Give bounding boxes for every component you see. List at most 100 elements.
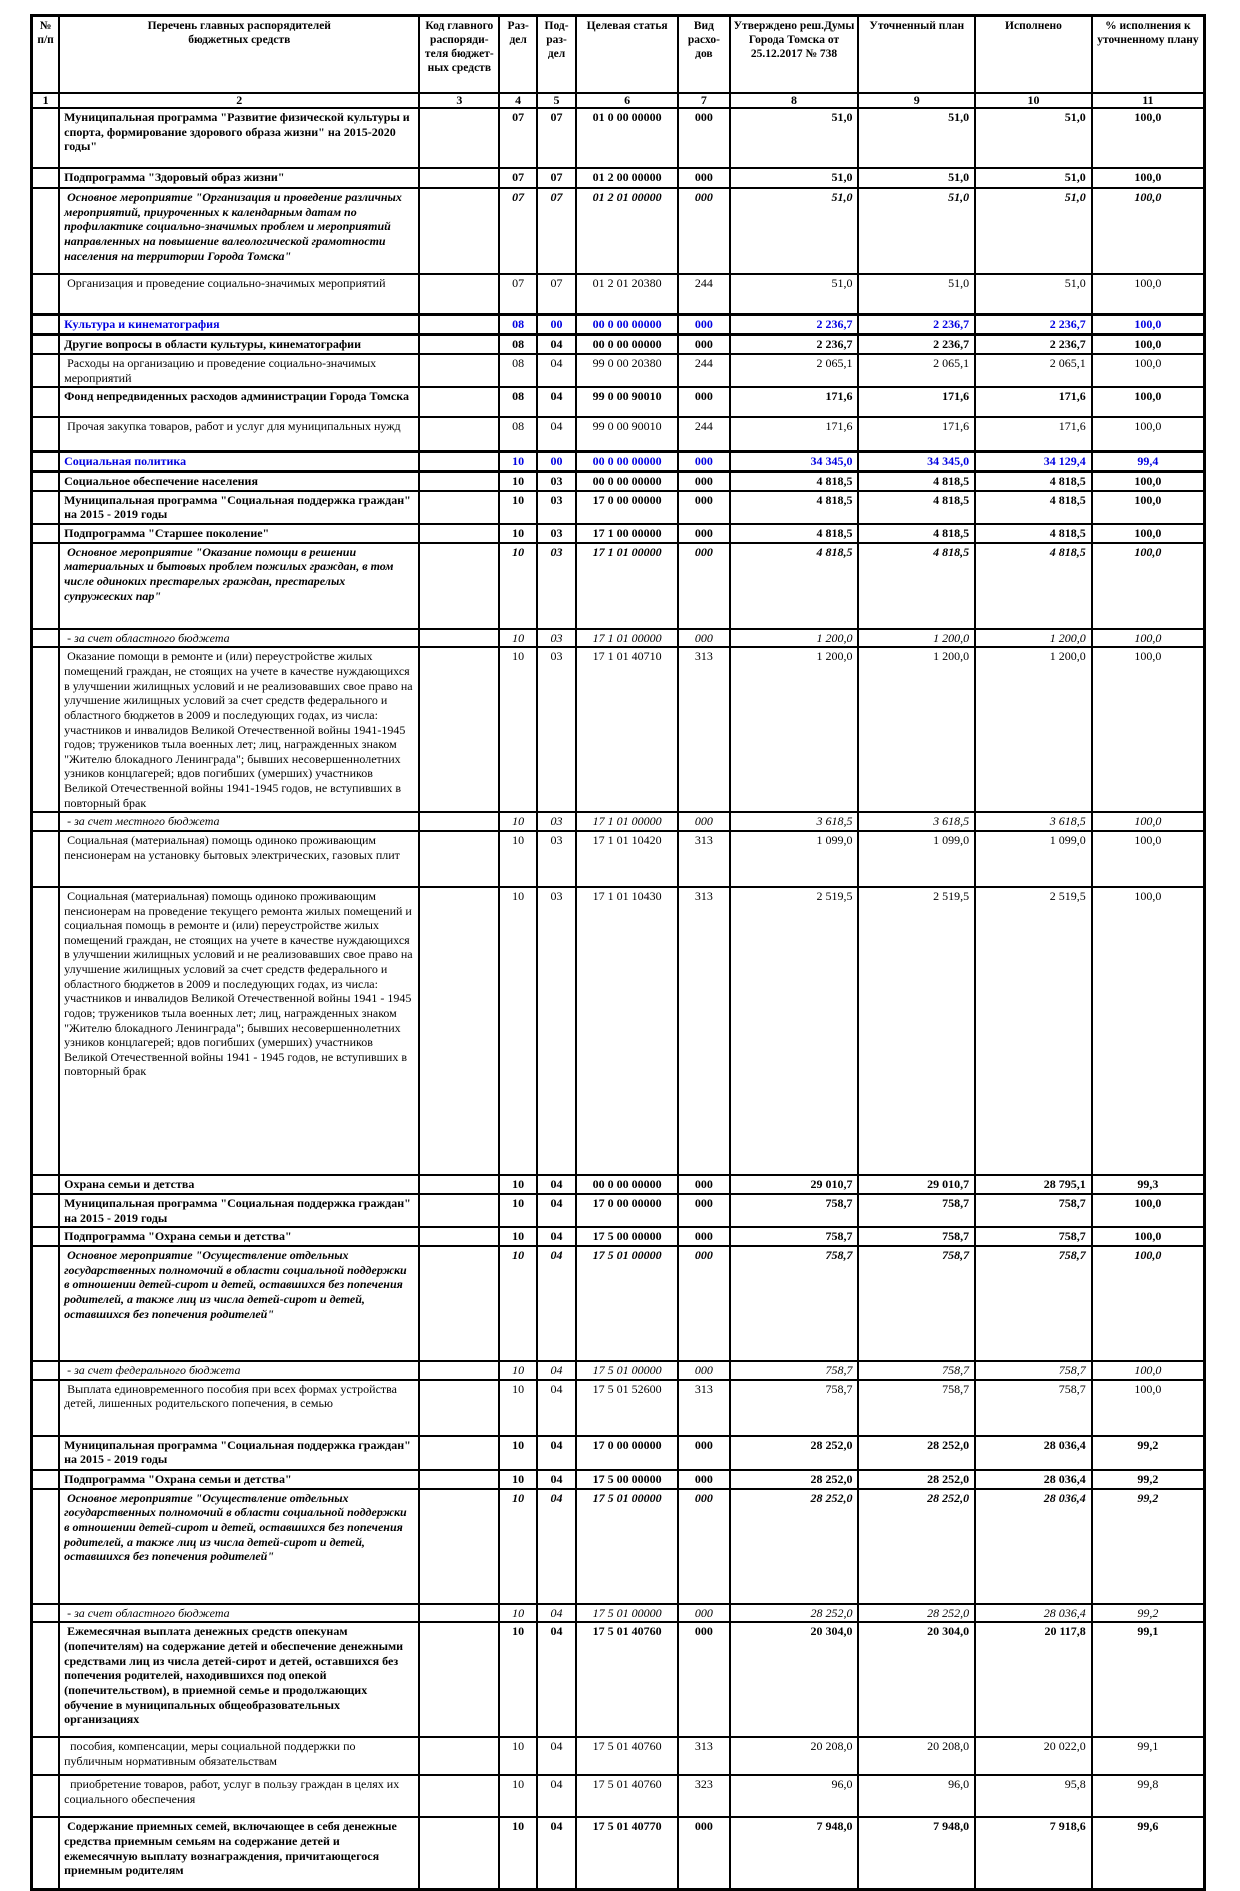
expense-type: 000 <box>677 450 731 473</box>
expense-type: 244 <box>677 416 731 453</box>
target-article: 17 5 00 00000 <box>574 1468 680 1490</box>
row-name: - за счет местного бюджета <box>58 811 421 832</box>
executed-amount: 4 818,5 <box>974 522 1093 544</box>
approved-amount: 28 252,0 <box>728 1487 860 1605</box>
razdel: 07 <box>498 273 539 316</box>
razdel: 10 <box>498 450 539 473</box>
col-number: 8 <box>728 91 860 110</box>
table-row: Основное мероприятие "Оказание помощи в … <box>30 541 1206 630</box>
row-num <box>30 386 61 419</box>
expense-type: 000 <box>677 1468 731 1490</box>
table-row: Подпрограмма "Охрана семьи и детства" 10 0… <box>30 1468 1206 1490</box>
approved-amount: 2 519,5 <box>728 885 860 1176</box>
row-num <box>30 1245 61 1363</box>
row-name: пособия, компенсации, меры социальной по… <box>58 1736 421 1777</box>
expense-type: 000 <box>677 522 731 544</box>
executed-amount: 2 236,7 <box>974 313 1093 336</box>
row-num <box>30 1736 61 1777</box>
row-name: Прочая закупка товаров, работ и услуг дл… <box>58 416 421 453</box>
target-article: 17 1 01 00000 <box>574 541 680 630</box>
expense-type: 313 <box>677 1736 731 1777</box>
expense-type: 000 <box>677 386 731 419</box>
col-header-num: № п/п <box>30 14 61 94</box>
target-article: 17 1 01 00000 <box>574 627 680 649</box>
expense-type: 000 <box>677 187 731 276</box>
approved-amount: 20 304,0 <box>728 1621 860 1739</box>
pct-executed: 100,0 <box>1090 167 1206 190</box>
row-num <box>30 1816 61 1891</box>
table-row: Муниципальная программа "Развитие физиче… <box>30 107 1206 170</box>
approved-amount: 51,0 <box>728 167 860 190</box>
updated-plan: 51,0 <box>857 273 977 316</box>
executed-amount: 51,0 <box>974 187 1093 276</box>
row-name: Оказание помощи в ремонте и (или) переус… <box>58 646 421 814</box>
row-num <box>30 489 61 525</box>
pct-executed: 99,2 <box>1090 1468 1206 1490</box>
row-name: Фонд непредвиденных расходов администрац… <box>58 386 421 419</box>
col-header-approved: Утверждено реш.Думы Города Томска от 25.… <box>728 14 860 94</box>
approved-amount: 171,6 <box>728 416 860 453</box>
expense-type: 323 <box>677 1774 731 1819</box>
row-name: Подпрограмма "Охрана семьи и детства" <box>58 1468 421 1490</box>
row-num <box>30 1468 61 1490</box>
updated-plan: 171,6 <box>857 386 977 419</box>
expense-type: 000 <box>677 1434 731 1471</box>
updated-plan: 2 236,7 <box>857 333 977 356</box>
table-row: пособия, компенсации, меры социальной по… <box>30 1736 1206 1777</box>
executed-amount: 4 818,5 <box>974 541 1093 630</box>
expense-type: 313 <box>677 829 731 888</box>
pct-executed: 100,0 <box>1090 627 1206 649</box>
approved-amount: 20 208,0 <box>728 1736 860 1777</box>
row-num <box>30 1378 61 1437</box>
pct-executed: 100,0 <box>1090 522 1206 544</box>
row-name: Культура и кинематография <box>58 313 421 336</box>
target-article: 17 0 00 00000 <box>574 1192 680 1229</box>
razdel: 10 <box>498 1487 539 1605</box>
expense-type: 000 <box>677 470 731 492</box>
executed-amount: 4 818,5 <box>974 470 1093 492</box>
razdel: 08 <box>498 313 539 336</box>
table-row: Подпрограмма "Здоровый образ жизни" 07 07 0… <box>30 167 1206 190</box>
updated-plan: 96,0 <box>857 1774 977 1819</box>
executed-amount: 1 099,0 <box>974 829 1093 888</box>
row-name: Охрана семьи и детства <box>58 1173 421 1195</box>
row-num <box>30 1487 61 1605</box>
table-row: Муниципальная программа "Социальная подд… <box>30 1434 1206 1471</box>
grbs-code <box>418 470 501 492</box>
col-number: 2 <box>58 91 421 110</box>
table-row: Основное мероприятие "Осуществление отде… <box>30 1487 1206 1605</box>
updated-plan: 2 065,1 <box>857 353 977 389</box>
table-row: Муниципальная программа "Социальная подд… <box>30 1192 1206 1229</box>
col-header-name: Перечень главных распорядителей бюджетны… <box>58 14 421 94</box>
row-num <box>30 167 61 190</box>
col-header-executed: Исполнено <box>974 14 1093 94</box>
grbs-code <box>418 353 501 389</box>
row-num <box>30 1621 61 1739</box>
row-name: приобретение товаров, работ, услуг в пол… <box>58 1774 421 1819</box>
approved-amount: 96,0 <box>728 1774 860 1819</box>
podrazdel: 04 <box>536 1192 577 1229</box>
pct-executed: 99,1 <box>1090 1621 1206 1739</box>
podrazdel: 07 <box>536 167 577 190</box>
executed-amount: 20 117,8 <box>974 1621 1093 1739</box>
grbs-code <box>418 1816 501 1891</box>
col-header-updated-plan: Уточненный план <box>857 14 977 94</box>
target-article: 99 0 00 90010 <box>574 386 680 419</box>
razdel: 10 <box>498 1245 539 1363</box>
approved-amount: 758,7 <box>728 1226 860 1248</box>
updated-plan: 28 252,0 <box>857 1602 977 1624</box>
row-name: Другие вопросы в области культуры, кинем… <box>58 333 421 356</box>
razdel: 10 <box>498 885 539 1176</box>
razdel: 10 <box>498 1434 539 1471</box>
approved-amount: 758,7 <box>728 1378 860 1437</box>
podrazdel: 04 <box>536 1602 577 1624</box>
target-article: 17 5 01 00000 <box>574 1360 680 1381</box>
podrazdel: 04 <box>536 1378 577 1437</box>
approved-amount: 2 236,7 <box>728 313 860 336</box>
executed-amount: 28 036,4 <box>974 1487 1093 1605</box>
pct-executed: 100,0 <box>1090 811 1206 832</box>
razdel: 10 <box>498 1736 539 1777</box>
row-num <box>30 541 61 630</box>
executed-amount: 1 200,0 <box>974 627 1093 649</box>
approved-amount: 1 200,0 <box>728 627 860 649</box>
